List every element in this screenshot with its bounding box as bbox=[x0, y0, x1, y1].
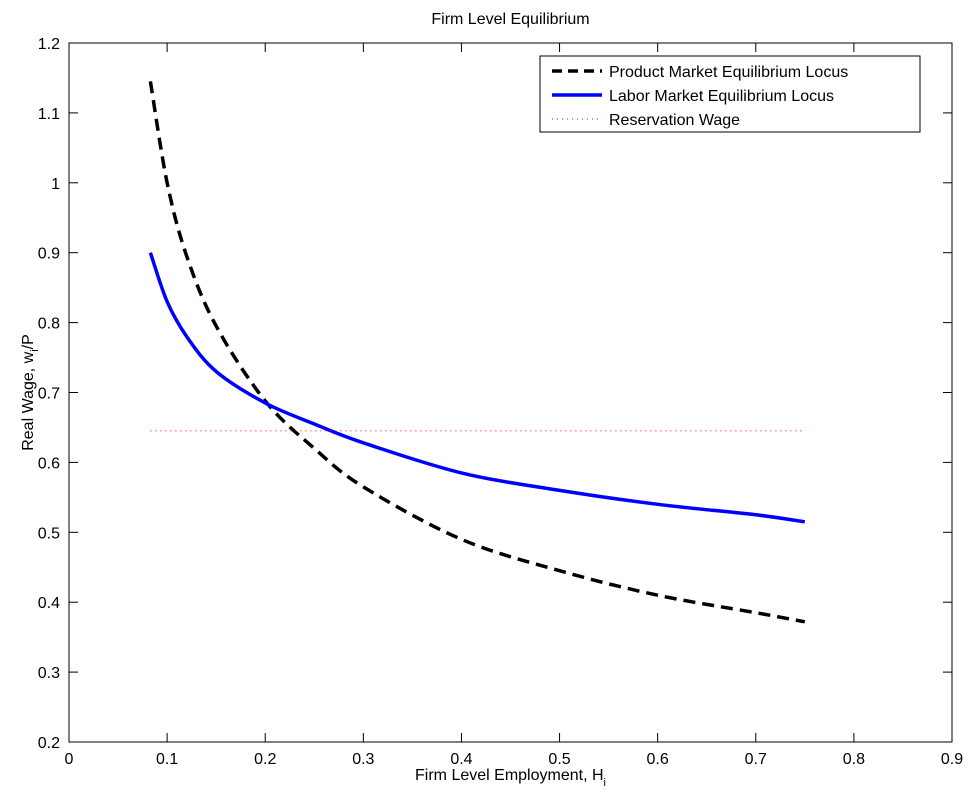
y-axis-label-main: Real Wage, w bbox=[20, 351, 37, 450]
x-axis-label-subscript: i bbox=[604, 777, 606, 789]
y-tick-label: 1.1 bbox=[38, 106, 60, 123]
x-tick-label: 0 bbox=[65, 751, 74, 768]
x-tick-label: 0.9 bbox=[941, 751, 963, 768]
y-tick-label: 0.2 bbox=[38, 735, 60, 752]
x-axis-label: Firm Level Employment, Hi bbox=[415, 767, 606, 789]
y-tick-label: 0.3 bbox=[38, 665, 60, 682]
y-tick-label: 0.7 bbox=[38, 386, 60, 403]
series-line-2 bbox=[148, 252, 806, 524]
y-tick-label: 1 bbox=[51, 176, 60, 193]
y-axis-label: Real Wage, wi/P bbox=[20, 334, 41, 451]
x-tick-label: 0.3 bbox=[352, 751, 374, 768]
chart-title: Firm Level Equilibrium bbox=[431, 11, 589, 28]
x-tick-label: 0.8 bbox=[843, 751, 865, 768]
y-tick-label: 0.6 bbox=[38, 455, 60, 472]
y-axis-label-subscript: i bbox=[29, 349, 41, 351]
legend-label-1: Product Market Equilibrium Locus bbox=[609, 64, 848, 81]
y-tick-label: 0.9 bbox=[38, 246, 60, 263]
y-tick-label: 0.8 bbox=[38, 316, 60, 333]
x-tick-label: 0.6 bbox=[647, 751, 669, 768]
y-tick-label: 1.2 bbox=[38, 36, 60, 53]
x-tick-label: 0.1 bbox=[156, 751, 178, 768]
x-tick-label: 0.5 bbox=[548, 751, 570, 768]
legend-box bbox=[539, 55, 921, 133]
legend-label-3: Reservation Wage bbox=[609, 112, 740, 129]
legend: Product Market Equilibrium Locus Labor Ma… bbox=[539, 55, 921, 133]
y-axis-label-suffix: /P bbox=[20, 334, 37, 349]
axis-ticks: 0 0.1 0.2 0.3 0.4 0.5 0.6 0.7 0.8 0.9 0.2 0.3 0.4 0.5… bbox=[38, 36, 963, 768]
y-tick-label: 0.4 bbox=[38, 595, 60, 612]
series-line-1 bbox=[148, 81, 806, 624]
x-tick-label: 0.2 bbox=[254, 751, 276, 768]
legend-label-2: Labor Market Equilibrium Locus bbox=[609, 88, 834, 105]
y-tick-label: 0.5 bbox=[38, 525, 60, 542]
x-axis-label-main: Firm Level Employment, H bbox=[415, 767, 604, 784]
series-lines bbox=[148, 81, 806, 624]
x-tick-label: 0.4 bbox=[450, 751, 472, 768]
x-tick-label: 0.7 bbox=[745, 751, 767, 768]
